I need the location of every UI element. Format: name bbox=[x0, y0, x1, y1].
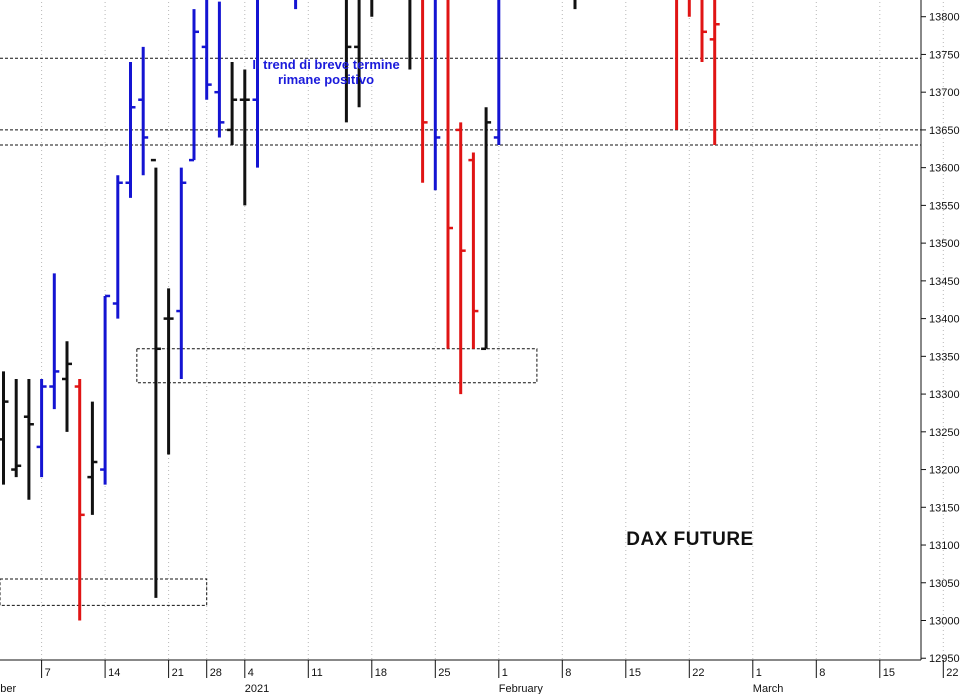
y-tick-label-8: 13350 bbox=[929, 351, 960, 363]
ohlc-bar-55 bbox=[700, 0, 707, 62]
y-tick-label-10: 13450 bbox=[929, 276, 960, 288]
ohlc-bar-5 bbox=[62, 341, 72, 432]
x-month-label-1: 2021 bbox=[245, 683, 269, 694]
ohlc-bar-33 bbox=[421, 0, 428, 183]
vertical-gridlines bbox=[41, 2, 944, 660]
ohlc-bar-18 bbox=[227, 61, 238, 146]
x-tick-label-7: 25 bbox=[438, 667, 450, 679]
ohlc-bar-2 bbox=[23, 378, 34, 500]
y-tick-label-2: 13050 bbox=[929, 578, 960, 590]
x-tick-label-10: 15 bbox=[629, 667, 641, 679]
ohlc-bar-28 bbox=[354, 0, 361, 108]
y-tick-label-17: 13800 bbox=[929, 12, 960, 24]
x-tick-label-0: 7 bbox=[45, 667, 51, 679]
ohlc-bar-7 bbox=[87, 401, 98, 515]
y-tick-label-4: 13150 bbox=[929, 502, 960, 514]
y-tick-label-16: 13750 bbox=[929, 49, 960, 61]
range-box-0 bbox=[0, 578, 208, 606]
ohlc-bar-35 bbox=[446, 0, 453, 349]
y-tick-label-5: 13200 bbox=[929, 465, 960, 477]
ohlc-bar-10 bbox=[125, 61, 136, 198]
ohlc-bar-37 bbox=[468, 152, 479, 349]
chart-title: DAX FUTURE bbox=[626, 529, 754, 550]
ohlc-bar-54 bbox=[687, 0, 691, 17]
x-tick-label-8: 1 bbox=[502, 667, 508, 679]
ohlc-bar-4 bbox=[49, 273, 60, 410]
ohlc-bar-19 bbox=[239, 69, 250, 206]
ohlc-bar-32 bbox=[408, 0, 412, 70]
trend-annotation-line-2: rimane positivo bbox=[277, 72, 375, 87]
ohlc-bar-14 bbox=[176, 167, 187, 379]
y-tick-label-6: 13250 bbox=[929, 427, 960, 439]
ohlc-bar-6 bbox=[74, 378, 85, 621]
ohlc-bar-0 bbox=[0, 371, 9, 485]
ohlc-bar-23 bbox=[294, 0, 298, 10]
y-axis: 12950 13000 13050 13100 13150 13200 13250 13300… bbox=[920, 0, 960, 665]
ohlc-bar-34 bbox=[433, 0, 441, 191]
x-tick-label-12: 1 bbox=[756, 667, 762, 679]
ohlc-bar-17 bbox=[214, 1, 225, 138]
ohlc-bar-15 bbox=[189, 9, 199, 162]
x-axis: 71421284111825181522181522December2021Fe… bbox=[0, 659, 959, 694]
ohlc-bar-53 bbox=[675, 0, 679, 130]
x-tick-label-2: 21 bbox=[172, 667, 184, 679]
ohlc-bar-11 bbox=[138, 46, 149, 176]
ohlc-bar-13 bbox=[163, 288, 174, 455]
trend-annotation: Il trend di breve termine rimane positiv… bbox=[226, 57, 426, 87]
y-tick-label-15: 13700 bbox=[929, 87, 960, 99]
ohlc-bar-45 bbox=[573, 0, 577, 10]
ohlc-bar-38 bbox=[481, 107, 492, 351]
ohlc-bar-12 bbox=[150, 158, 161, 598]
x-month-label-2: February bbox=[499, 683, 544, 694]
x-tick-label-13: 8 bbox=[819, 667, 825, 679]
ohlc-bar-29 bbox=[370, 0, 374, 17]
ohlc-bar-36 bbox=[455, 122, 466, 395]
y-tick-label-12: 13550 bbox=[929, 200, 960, 212]
trend-annotation-line-1: Il trend di breve termine bbox=[252, 57, 400, 72]
x-tick-label-15: 22 bbox=[946, 667, 958, 679]
ohlc-bar-16 bbox=[201, 0, 212, 100]
ohlc-bar-56 bbox=[709, 0, 720, 146]
x-tick-label-4: 4 bbox=[248, 667, 254, 679]
ohlc-bar-1 bbox=[11, 378, 22, 478]
y-tick-label-11: 13500 bbox=[929, 238, 960, 250]
x-tick-label-3: 28 bbox=[210, 667, 222, 679]
y-tick-label-7: 13300 bbox=[929, 389, 960, 401]
x-month-label-0: December bbox=[0, 683, 16, 694]
x-tick-label-9: 8 bbox=[565, 667, 571, 679]
price-bars bbox=[0, 0, 720, 621]
ohlc-bar-39 bbox=[493, 0, 501, 146]
ohlc-bar-27 bbox=[344, 0, 352, 123]
x-tick-label-14: 15 bbox=[883, 667, 895, 679]
x-tick-label-11: 22 bbox=[692, 667, 704, 679]
ohlc-bar-8 bbox=[100, 294, 111, 485]
x-tick-label-5: 11 bbox=[311, 667, 322, 679]
y-tick-label-3: 13100 bbox=[929, 540, 960, 552]
y-tick-label-13: 13600 bbox=[929, 163, 960, 175]
y-tick-label-9: 13400 bbox=[929, 314, 960, 326]
ohlc-bar-3 bbox=[36, 378, 47, 478]
ohlc-bar-20 bbox=[252, 0, 259, 168]
y-tick-label-14: 13650 bbox=[929, 125, 960, 137]
range-boxes bbox=[0, 348, 538, 606]
y-tick-label-1: 13000 bbox=[929, 616, 960, 628]
y-tick-label-0: 12950 bbox=[929, 653, 960, 665]
ohlc-bar-9 bbox=[112, 175, 123, 319]
x-month-label-3: March bbox=[753, 683, 784, 694]
range-box-1 bbox=[136, 348, 538, 384]
x-tick-label-1: 14 bbox=[108, 667, 120, 679]
x-tick-label-6: 18 bbox=[375, 667, 387, 679]
